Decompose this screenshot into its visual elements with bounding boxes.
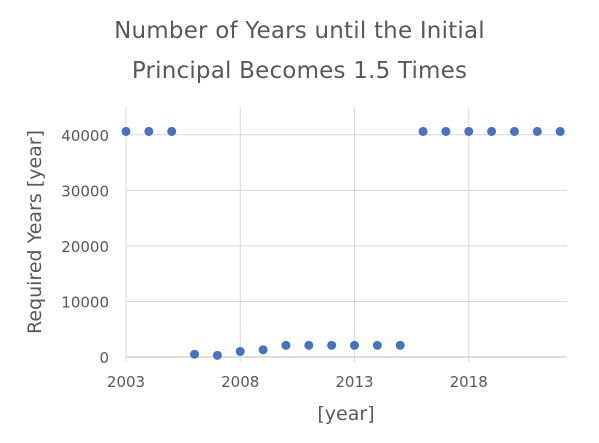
x-axis-title: [year] — [317, 403, 374, 425]
data-point — [509, 126, 519, 136]
y-axis-title: Required Years [year] — [24, 130, 46, 334]
data-point — [464, 126, 474, 136]
gridlines — [126, 134, 567, 302]
data-point — [304, 340, 314, 350]
chart-title-line-1: Number of Years until the Initial — [114, 18, 485, 44]
data-point — [144, 126, 154, 136]
y-tick-label: 40000 — [61, 127, 109, 145]
x-tick-label: 2003 — [107, 373, 145, 391]
data-points — [121, 126, 565, 360]
y-tick-label: 30000 — [61, 182, 109, 200]
x-tick-label: 2008 — [221, 373, 259, 391]
data-point — [349, 340, 359, 350]
y-tick-label: 10000 — [61, 293, 109, 311]
data-point — [418, 126, 428, 136]
data-point — [190, 349, 200, 359]
x-tick-label: 2018 — [450, 373, 488, 391]
data-point — [487, 126, 497, 136]
data-point — [235, 346, 245, 356]
data-point — [441, 126, 451, 136]
data-point — [395, 340, 405, 350]
data-point — [258, 345, 268, 355]
y-tick-label: 0 — [99, 349, 109, 367]
data-point — [121, 126, 131, 136]
x-tick-label: 2013 — [335, 373, 373, 391]
data-point — [167, 126, 177, 136]
data-point — [372, 340, 382, 350]
y-tick-label: 20000 — [61, 238, 109, 256]
tick-labels: 0 10000 20000 30000 40000 2003 2008 2013 2018 — [61, 127, 488, 391]
data-point — [555, 126, 565, 136]
data-point — [212, 350, 222, 360]
data-point — [532, 126, 542, 136]
data-point — [327, 340, 337, 350]
axes — [125, 107, 567, 362]
chart-title-line-2: Principal Becomes 1.5 Times — [131, 58, 468, 84]
data-point — [281, 340, 291, 350]
